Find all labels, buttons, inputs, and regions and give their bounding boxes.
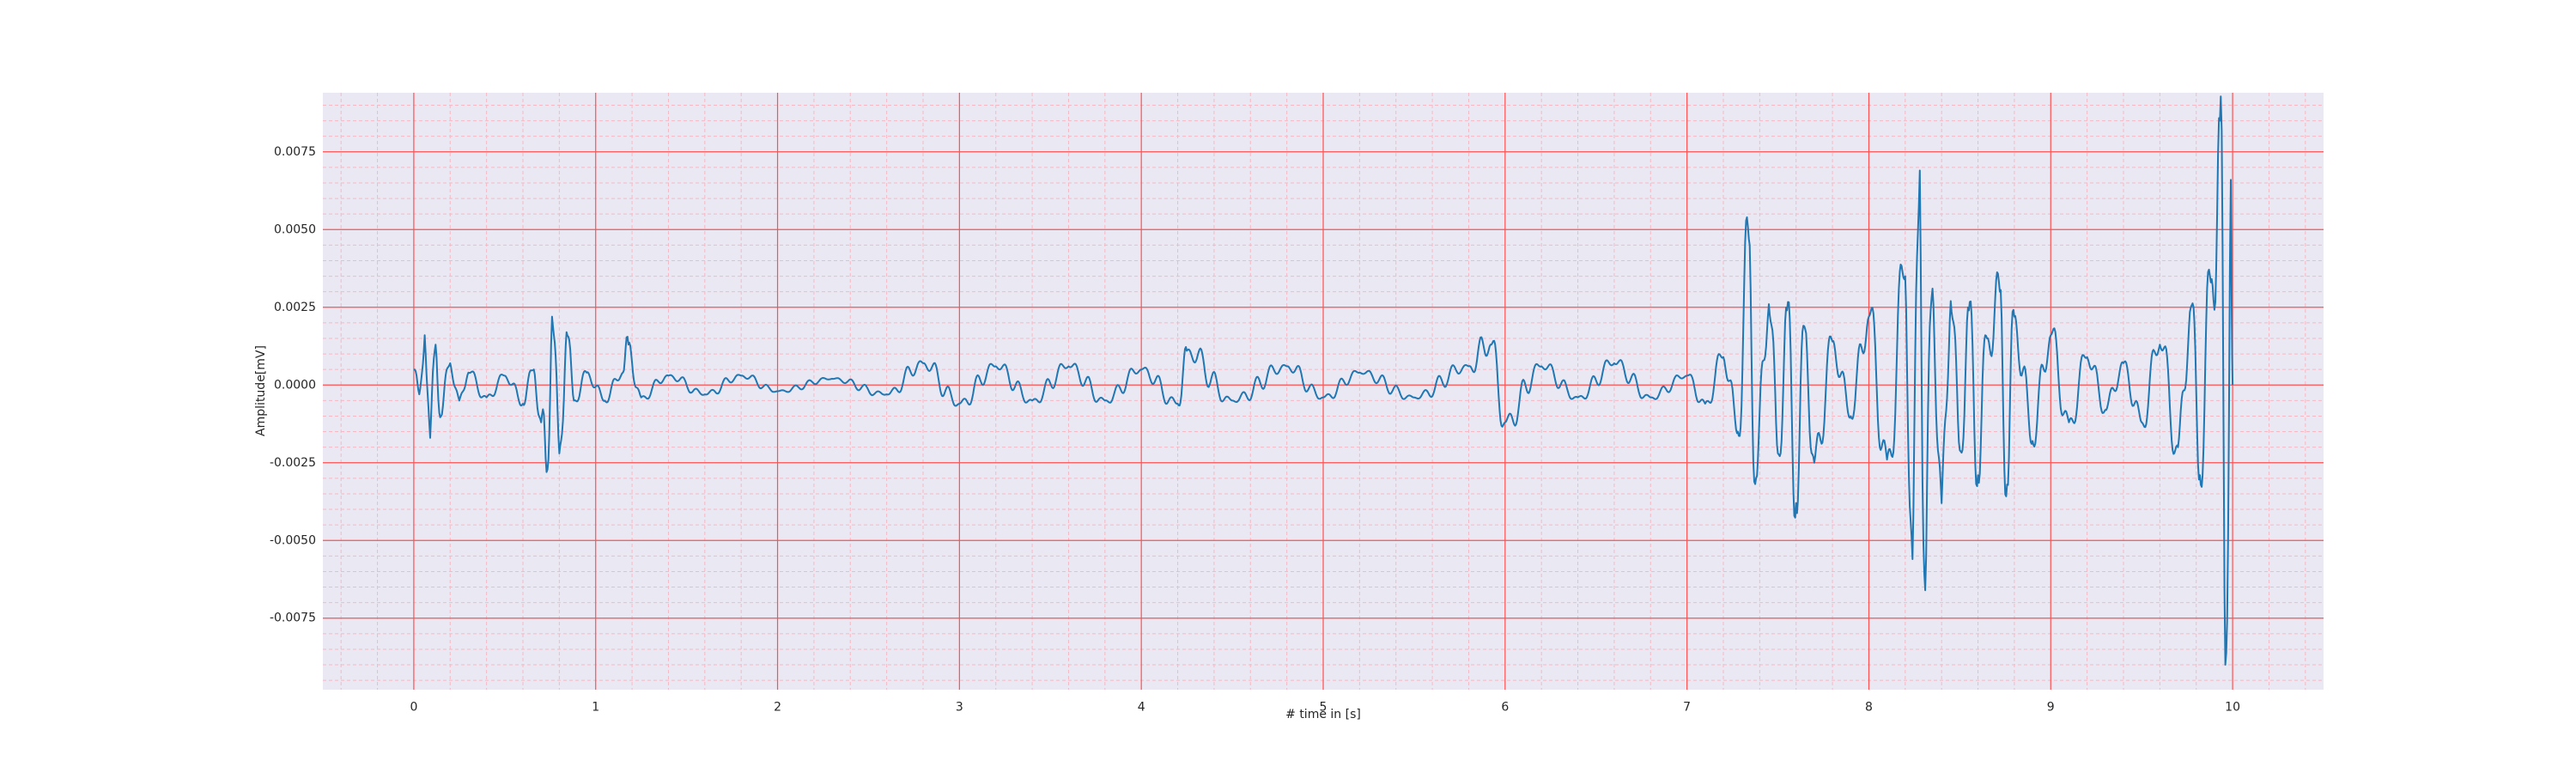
y-tick-label: -0.0050 — [270, 533, 316, 547]
x-tick-label: 4 — [1138, 701, 1145, 715]
y-tick-label: 0.0075 — [274, 145, 316, 159]
x-axis-ticks: 0 1 2 3 4 5 6 7 8 9 10 — [410, 701, 2240, 715]
x-tick-label: 1 — [592, 701, 599, 715]
y-tick-label: 0.0050 — [274, 222, 316, 236]
x-tick-label: 7 — [1683, 701, 1691, 715]
y-axis-label: Amplitude[mV] — [254, 345, 268, 436]
x-tick-label: 0 — [410, 701, 417, 715]
major-grid — [323, 93, 2324, 690]
y-tick-label: -0.0075 — [270, 612, 316, 625]
series-layer — [413, 95, 2234, 666]
x-tick-label: 5 — [1320, 701, 1327, 715]
y-axis-ticks: 0.0075 0.0050 0.0025 0.0000 -0.0025 -0.0050 -0… — [270, 145, 316, 625]
y-tick-label: 0.0000 — [274, 378, 316, 392]
x-tick-label: 9 — [2047, 701, 2055, 715]
x-tick-label: 6 — [1501, 701, 1509, 715]
x-axis-label: # time in [s] — [1285, 708, 1361, 721]
x-tick-label: 8 — [1865, 701, 1873, 715]
x-tick-label: 10 — [2225, 701, 2240, 715]
y-tick-label: 0.0025 — [274, 301, 316, 314]
minor-grid — [323, 93, 2324, 690]
x-tick-label: 3 — [956, 701, 963, 715]
y-tick-label: -0.0025 — [270, 456, 316, 470]
x-tick-label: 2 — [774, 701, 781, 715]
series-line-0 — [413, 95, 2234, 666]
